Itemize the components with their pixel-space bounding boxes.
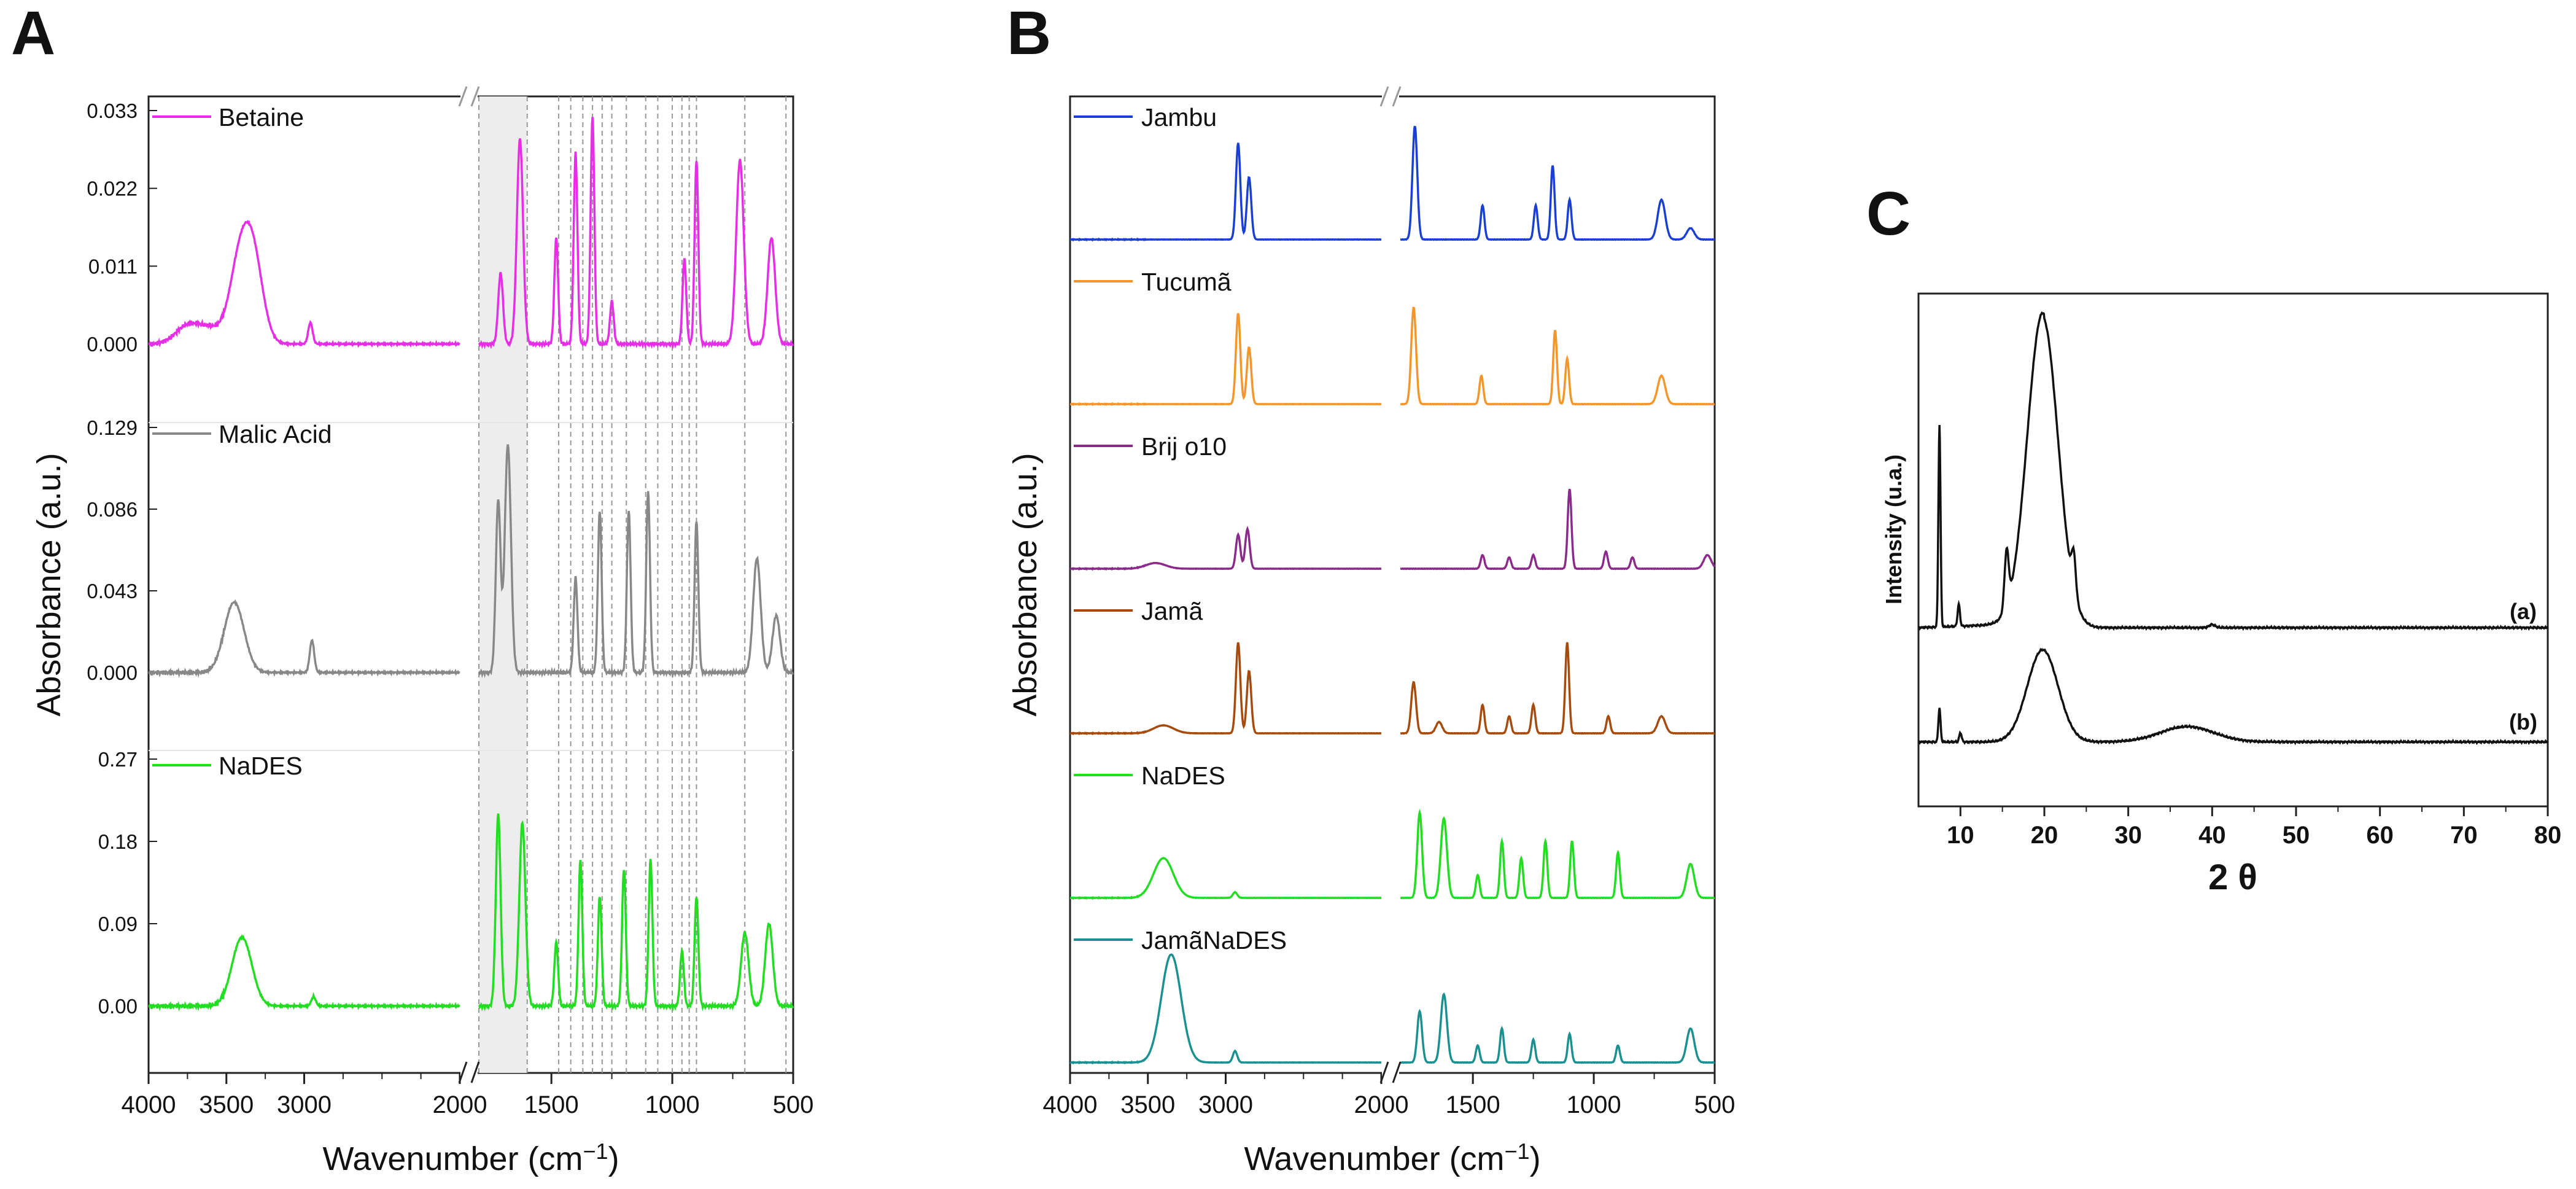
series-1-line-right bbox=[1400, 306, 1715, 406]
x-tick-label: 1500 bbox=[1446, 1091, 1500, 1118]
x-tick-label: 40 bbox=[2198, 822, 2226, 849]
series-1-line-right bbox=[478, 444, 794, 679]
panel-label-b: B bbox=[1007, 0, 1051, 68]
x-tick-label: 3000 bbox=[1198, 1091, 1253, 1118]
x-tick-label: 20 bbox=[2031, 822, 2058, 849]
x-tick-label: 50 bbox=[2283, 822, 2310, 849]
xrd-series-label: (b) bbox=[2509, 709, 2537, 735]
x-tick-label: 500 bbox=[773, 1091, 814, 1118]
axis-break-mark bbox=[470, 86, 480, 107]
x-tick-label: 3500 bbox=[1120, 1091, 1175, 1118]
y-tick-label: 0.000 bbox=[87, 661, 138, 684]
y-tick-label: 0.09 bbox=[98, 913, 138, 935]
axis-break-mark bbox=[1379, 86, 1389, 107]
x-tick-label: 3000 bbox=[277, 1091, 332, 1118]
y-tick-label: 0.033 bbox=[87, 99, 138, 122]
x-tick-label: 60 bbox=[2366, 822, 2394, 849]
legend-label: Malic Acid bbox=[219, 420, 332, 448]
axis-break-mark bbox=[1392, 86, 1402, 107]
legend-label: Betaine bbox=[219, 103, 304, 131]
series-0-line-right bbox=[1400, 125, 1715, 241]
panel-a-y-axis-title: Absorbance (a.u.) bbox=[31, 453, 68, 716]
x-tick-label: 4000 bbox=[122, 1091, 176, 1118]
axis-break-mark bbox=[458, 1061, 468, 1083]
series-5-line-right bbox=[1400, 992, 1715, 1064]
y-tick-label: 0.129 bbox=[87, 416, 138, 439]
x-tick-label: 30 bbox=[2114, 822, 2142, 849]
panel-a-x-axis-title-superscript: −1 bbox=[583, 1139, 608, 1164]
y-tick-label: 0.086 bbox=[87, 498, 138, 521]
panel-b-x-axis-title-superscript: −1 bbox=[1505, 1139, 1530, 1164]
x-tick-label: 1000 bbox=[645, 1091, 700, 1118]
panel-label-c: C bbox=[1866, 179, 1911, 248]
x-tick-label: 2000 bbox=[1354, 1091, 1409, 1118]
series-2-line-left bbox=[1070, 525, 1382, 571]
series-4-line-left bbox=[1070, 857, 1382, 900]
panel-a-x-axis-title-main: Wavenumber (cm bbox=[322, 1140, 583, 1177]
series-1-line-left bbox=[1070, 313, 1382, 407]
legend-label: Brij o10 bbox=[1141, 432, 1227, 461]
y-tick-label: 0.00 bbox=[98, 995, 138, 1018]
legend-label: NaDES bbox=[219, 752, 303, 780]
legend-label: Jamã bbox=[1141, 597, 1203, 625]
x-tick-label: 80 bbox=[2534, 822, 2562, 849]
panel-b-x-axis-title-main: Wavenumber (cm bbox=[1244, 1140, 1504, 1177]
axis-break-mark bbox=[470, 1061, 480, 1083]
x-tick-label: 1500 bbox=[524, 1091, 579, 1118]
xrd-series-0 bbox=[1918, 311, 2548, 631]
panel-b-ftir-chart: Absorbance (a.u.) Wavenumber (cm−1) Jamb… bbox=[1007, 86, 1736, 1177]
y-tick-label: 0.18 bbox=[98, 830, 138, 853]
xrd-series-label: (a) bbox=[2510, 599, 2537, 624]
y-tick-label: 0.022 bbox=[87, 177, 138, 200]
legend-label: NaDES bbox=[1141, 762, 1225, 790]
x-tick-label: 2000 bbox=[433, 1091, 487, 1118]
panel-c-y-axis-title: Intensity (u.a.) bbox=[1881, 454, 1906, 604]
y-tick-label: 0.000 bbox=[87, 333, 138, 356]
axis-break-mark bbox=[1379, 1061, 1389, 1083]
series-0-line-right bbox=[478, 117, 794, 350]
xrd-series-1 bbox=[1918, 647, 2548, 746]
panel-c-plot-frame bbox=[1917, 292, 2549, 808]
panel-c-x-axis-title: 2 θ bbox=[2208, 857, 2257, 897]
panel-b-y-axis-title: Absorbance (a.u.) bbox=[1007, 453, 1044, 716]
series-2-line-right bbox=[1400, 488, 1716, 571]
series-3-line-left bbox=[1070, 642, 1382, 736]
series-5-line-left bbox=[1070, 953, 1382, 1065]
y-tick-label: 0.043 bbox=[87, 580, 138, 602]
series-2-line-left bbox=[148, 934, 460, 1012]
x-tick-label: 3500 bbox=[199, 1091, 254, 1118]
axis-break-mark bbox=[1392, 1061, 1402, 1083]
y-tick-label: 0.011 bbox=[88, 255, 138, 278]
panel-c-xrd-chart: Intensity (u.a.) 2 θ 10 20 30 40 50 60 70 80 (a)… bbox=[1881, 292, 2562, 897]
axis-break-mark bbox=[458, 86, 468, 107]
legend-label: Jambu bbox=[1141, 103, 1217, 131]
panel-a-x-axis-title: Wavenumber (cm−1) bbox=[322, 1139, 619, 1177]
x-tick-label: 1000 bbox=[1567, 1091, 1621, 1118]
x-tick-label: 10 bbox=[1947, 822, 1974, 849]
panel-b-x-axis-title-close: ) bbox=[1530, 1140, 1541, 1177]
x-tick-label: 70 bbox=[2450, 822, 2478, 849]
series-0-line-left bbox=[148, 219, 460, 348]
panel-a-ftir-chart: Absorbance (a.u.) Wavenumber (cm−1) 0.03… bbox=[31, 86, 814, 1177]
x-tick-label: 500 bbox=[1694, 1091, 1736, 1118]
series-4-line-right bbox=[1400, 808, 1715, 900]
legend-label: JamãNaDES bbox=[1141, 926, 1287, 954]
series-0-line-left bbox=[1070, 142, 1382, 242]
series-1-line-left bbox=[148, 599, 460, 679]
y-tick-label: 0.27 bbox=[98, 748, 138, 771]
panel-a-x-axis-title-close: ) bbox=[608, 1140, 619, 1177]
x-tick-label: 4000 bbox=[1043, 1091, 1098, 1118]
panel-label-a: A bbox=[11, 0, 55, 68]
series-2-line-right bbox=[478, 813, 794, 1012]
panel-b-x-axis-title: Wavenumber (cm−1) bbox=[1244, 1139, 1540, 1177]
legend-label: Tucumã bbox=[1141, 268, 1232, 296]
series-3-line-right bbox=[1400, 642, 1715, 735]
